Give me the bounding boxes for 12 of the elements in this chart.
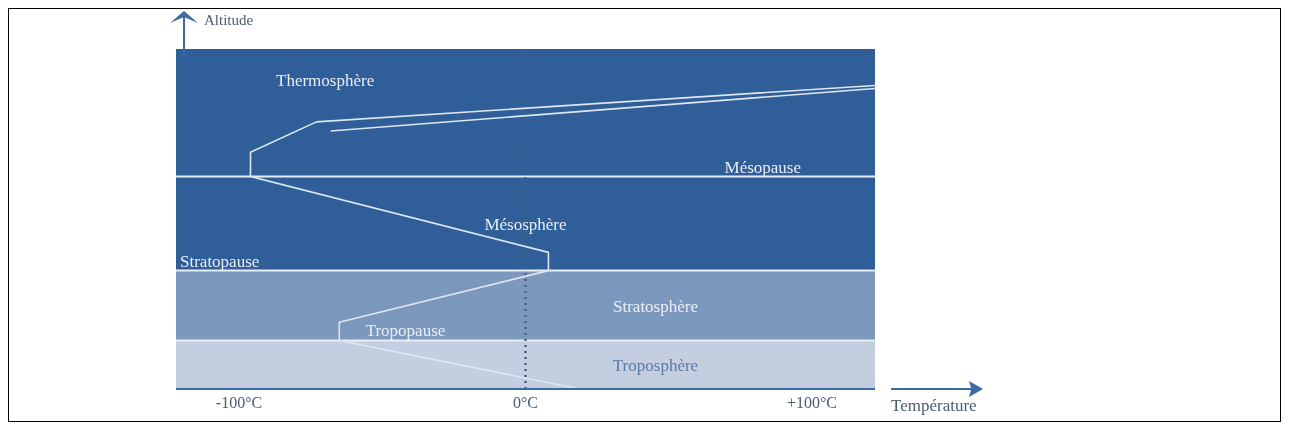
ref-line-label: Stratopause <box>180 251 260 271</box>
x-tick-label: -100°C <box>215 394 263 412</box>
ref-line-label: Mésopause <box>724 157 801 177</box>
band-label: Thermosphère <box>276 71 375 91</box>
band-label: Mésosphère <box>484 214 567 234</box>
band-label: Stratosphère <box>613 296 698 316</box>
x-tick-label: 0°C <box>512 394 539 412</box>
x-axis-title: Température <box>891 396 977 415</box>
band-label: Troposphère <box>612 355 699 375</box>
y-axis-title: Altitude <box>204 12 254 28</box>
x-tick-label: +100°C <box>786 394 838 412</box>
ref-line-label: Tropopause <box>365 321 446 341</box>
